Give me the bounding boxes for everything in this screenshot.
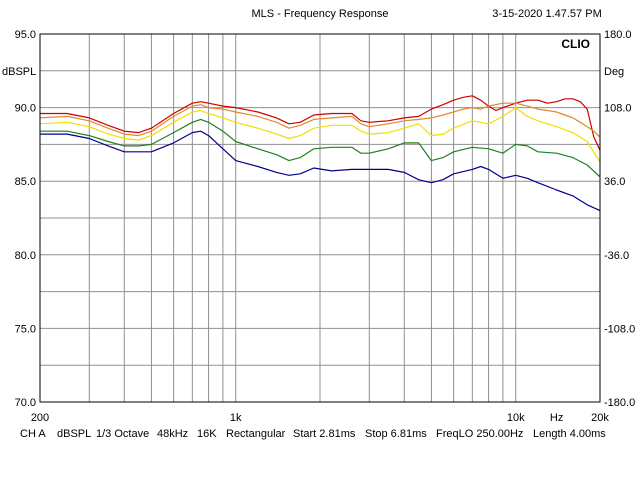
brand-label: CLIO	[561, 37, 590, 51]
chart-title: MLS - Frequency Response	[252, 8, 389, 20]
y-tick-label: 95.0	[15, 29, 36, 41]
y-tick-label: 75.0	[15, 323, 36, 335]
status-start: Start 2.81ms	[293, 428, 356, 440]
x-tick-label: 200	[31, 412, 49, 424]
y-axis-label: dBSPL	[2, 66, 36, 78]
trace-yellow	[39, 107, 601, 163]
frequency-response-chart: MLS - Frequency Response 3-15-2020 1.47.…	[2, 8, 635, 424]
y2-tick-label: 36.0	[604, 176, 625, 188]
status-window: Rectangular	[226, 428, 286, 440]
x-tick-label: Hz	[550, 412, 563, 424]
y-tick-label: 80.0	[15, 250, 36, 262]
y-tick-label: 70.0	[15, 397, 36, 409]
x-tick-label: 1k	[230, 412, 242, 424]
y-tick-labels: 95.0 90.0 85.0 80.0 75.0 70.0	[15, 29, 36, 409]
status-freqlo: FreqLO 250.00Hz	[436, 428, 524, 440]
y-tick-label: 90.0	[15, 103, 36, 115]
x-tick-labels: 200 1k 10k Hz 20k	[31, 412, 610, 424]
y2-tick-labels: 180.0 108.0 36.0 -36.0 -108.0 -180.0	[604, 29, 635, 409]
status-channel: CH A	[20, 428, 46, 440]
plot-frame	[39, 33, 601, 403]
y2-axis-label: Deg	[604, 66, 624, 78]
status-stop: Stop 6.81ms	[365, 428, 427, 440]
traces	[39, 95, 601, 212]
y2-tick-label: 180.0	[604, 29, 632, 41]
status-size: 16K	[197, 428, 217, 440]
y-tick-label: 85.0	[15, 176, 36, 188]
trace-orange	[39, 102, 601, 138]
status-smoothing: 1/3 Octave	[96, 428, 150, 440]
x-tick-label: 10k	[507, 412, 525, 424]
status-sample-rate: 48kHz	[157, 428, 189, 440]
trace-blue	[40, 130, 601, 212]
status-length: Length 4.00ms	[533, 428, 606, 440]
horizontal-gridlines	[40, 70, 600, 366]
y2-tick-label: -36.0	[604, 250, 629, 262]
y2-tick-label: -180.0	[604, 397, 635, 409]
status-bar: CH A dBSPL 1/3 Octave 48kHz 16K Rectangu…	[0, 428, 640, 448]
x-tick-label: 20k	[591, 412, 609, 424]
y2-tick-label: -108.0	[604, 323, 635, 335]
y2-tick-label: 108.0	[604, 103, 632, 115]
timestamp: 3-15-2020 1.47.57 PM	[492, 8, 601, 20]
trace-red	[40, 95, 601, 151]
status-unit: dBSPL	[57, 428, 92, 440]
trace-green	[40, 118, 601, 178]
